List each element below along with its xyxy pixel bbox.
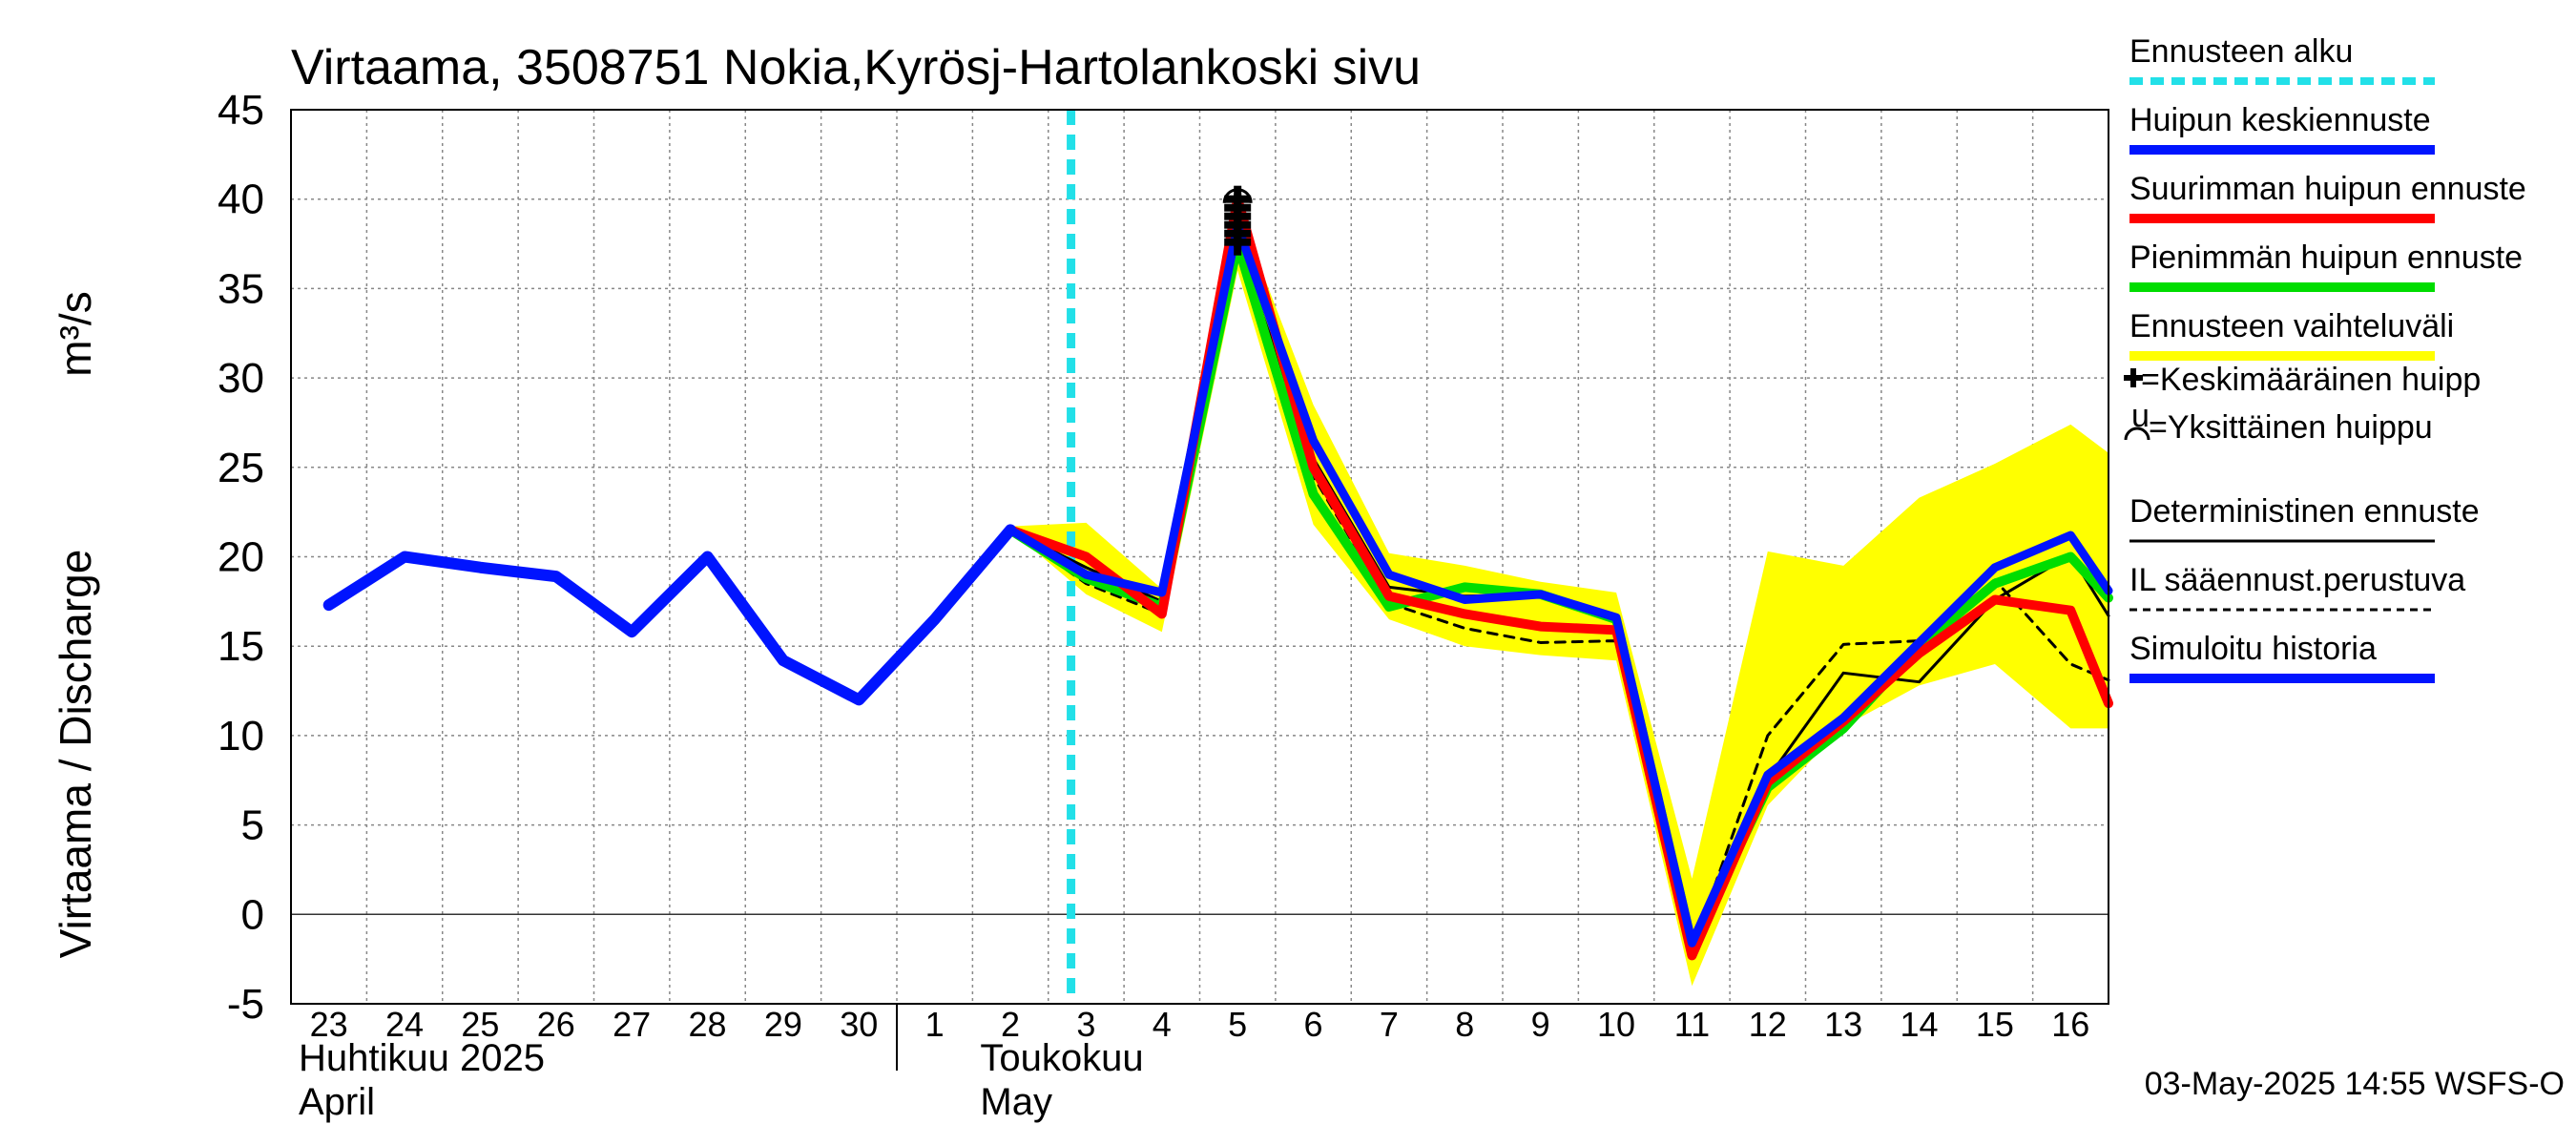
x-tick-label: 7: [1380, 1005, 1399, 1044]
y-tick-label: 25: [218, 445, 264, 491]
legend-label: Simuloitu historia: [2129, 631, 2377, 667]
y-tick-label: 35: [218, 265, 264, 312]
x-tick-label: 28: [689, 1005, 727, 1044]
y-tick-labels: 45 40 35 30 25 20 15 10 5 0 -5: [218, 87, 264, 1028]
x-tick-label: 6: [1304, 1005, 1323, 1044]
x-tick-label: 23: [310, 1005, 348, 1044]
simulated-history-line: [322, 524, 1017, 706]
x-tick-label: 8: [1455, 1005, 1474, 1044]
x-tick-label: 30: [840, 1005, 878, 1044]
x-tick-label: 15: [1976, 1005, 2014, 1044]
y-tick-label: -5: [227, 981, 264, 1028]
legend-plus-v: [2130, 368, 2136, 387]
x-tick-label: 3: [1076, 1005, 1095, 1044]
x-tick-label: 1: [925, 1005, 945, 1044]
month-label-fi: Toukokuu: [980, 1037, 1143, 1079]
y-tick-label: 5: [241, 802, 264, 849]
grid: [290, 109, 2109, 1005]
y-tick-label: 10: [218, 713, 264, 760]
x-tick-label: 13: [1824, 1005, 1862, 1044]
y-tick-label: 30: [218, 355, 264, 402]
month-label-fi: Huhtikuu 2025: [299, 1037, 545, 1079]
legend-arc: [2124, 427, 2150, 441]
x-tick-label: 27: [613, 1005, 651, 1044]
legend-label: IL sääennust.perustuva: [2129, 562, 2465, 598]
mean-peak-marker-v: [1234, 228, 1242, 256]
legend-label: Suurimman huipun ennuste: [2129, 171, 2526, 207]
y-axis-label: Virtaama / Discharge: [51, 550, 100, 959]
legend-label: =Yksittäinen huippu: [2149, 409, 2433, 446]
legend-label: Huipun keskiennuste: [2129, 102, 2431, 138]
x-tick-label: 9: [1531, 1005, 1550, 1044]
x-tick-label: 2: [1001, 1005, 1020, 1044]
month-label-en: April: [299, 1081, 375, 1123]
legend-label: =Keskimääräinen huipp: [2141, 362, 2481, 398]
x-tick-label: 5: [1228, 1005, 1247, 1044]
timestamp: 03-May-2025 14:55 WSFS-O: [2145, 1066, 2565, 1102]
legend-label: Pienimmän huipun ennuste: [2129, 239, 2523, 276]
series-lines: [322, 194, 2113, 961]
peak-markers: [1222, 185, 1253, 256]
peak-mean-line: [1006, 221, 2113, 947]
x-tick-label: 25: [461, 1005, 499, 1044]
y-tick-label: 20: [218, 534, 264, 581]
x-tick-label: 16: [2051, 1005, 2089, 1044]
y-tick-label: 0: [241, 891, 264, 938]
plot-frame: [290, 109, 2109, 1005]
y-tick-label: 15: [218, 623, 264, 670]
legend-label: Deterministinen ennuste: [2129, 493, 2480, 530]
x-tick-label: 10: [1597, 1005, 1635, 1044]
legend-label: Ennusteen vaihteluväli: [2129, 308, 2454, 344]
y-axis-unit: m³/s: [51, 291, 100, 376]
x-tick-label: 26: [537, 1005, 575, 1044]
x-tick-label: 4: [1153, 1005, 1172, 1044]
x-tick-label: 24: [385, 1005, 424, 1044]
y-tick-label: 45: [218, 87, 264, 134]
x-tick-labels: 23 24 25 26 27 28 29 30 1 2 3 4 5 6 7 8 9 10 11 12 13 14 15 16H…: [299, 1004, 2089, 1123]
month-label-en: May: [980, 1081, 1052, 1123]
x-tick-label: 29: [764, 1005, 802, 1044]
chart-title: Virtaama, 3508751 Nokia,Kyrösj-Hartolank…: [291, 40, 1421, 95]
x-tick-label: 14: [1901, 1005, 1939, 1044]
single-peak-marker: [1222, 188, 1253, 203]
x-tick-label: 11: [1674, 1005, 1710, 1044]
legend: Ennusteen alku Huipun keskiennuste Suurimm…: [2124, 33, 2526, 683]
x-tick-label: 12: [1749, 1005, 1787, 1044]
legend-label-cont: u: [2131, 398, 2150, 434]
legend-label: Ennusteen alku: [2129, 33, 2353, 70]
y-tick-label: 40: [218, 177, 264, 223]
